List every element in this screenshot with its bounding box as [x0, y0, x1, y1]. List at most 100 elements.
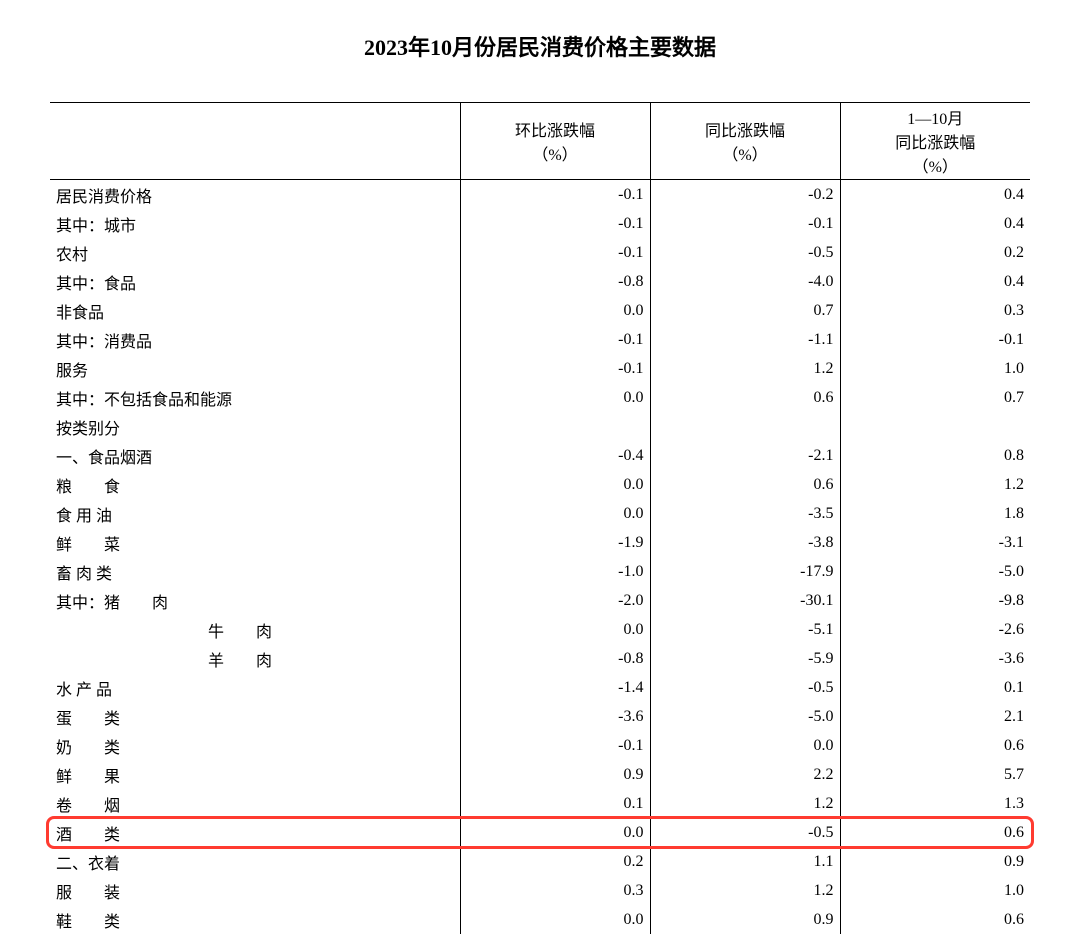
row-label: 食 用 油	[50, 499, 460, 528]
row-label: 其中：城市	[50, 209, 460, 238]
cell-ytd: 1.0	[840, 876, 1030, 905]
cell-yoy: -3.5	[650, 499, 840, 528]
table-row: 牛 肉0.0-5.1-2.6	[50, 615, 1030, 644]
row-label: 居民消费价格	[50, 180, 460, 210]
cell-yoy: -5.0	[650, 702, 840, 731]
row-label: 其中：不包括食品和能源	[50, 383, 460, 412]
table-row: 鲜 果0.92.25.7	[50, 760, 1030, 789]
row-label: 奶 类	[50, 731, 460, 760]
cell-mom: -0.8	[460, 267, 650, 296]
cell-mom	[460, 412, 650, 441]
cell-ytd: 0.6	[840, 818, 1030, 847]
cell-mom: -0.1	[460, 325, 650, 354]
cell-mom: 0.0	[460, 905, 650, 934]
cell-mom: 0.9	[460, 760, 650, 789]
row-label: 一、食品烟酒	[50, 441, 460, 470]
row-label: 按类别分	[50, 412, 460, 441]
cell-ytd: 0.7	[840, 383, 1030, 412]
table-body: 居民消费价格-0.1-0.20.4其中：城市-0.1-0.10.4农村-0.1-…	[50, 180, 1030, 934]
cell-mom: 0.0	[460, 383, 650, 412]
cell-mom: 0.2	[460, 847, 650, 876]
cell-ytd: 0.4	[840, 267, 1030, 296]
table-row: 二、衣着0.21.10.9	[50, 847, 1030, 876]
cell-ytd: -5.0	[840, 557, 1030, 586]
row-label: 水 产 品	[50, 673, 460, 702]
cell-yoy: 1.2	[650, 354, 840, 383]
row-label: 粮 食	[50, 470, 460, 499]
row-label: 酒 类	[50, 818, 460, 847]
cell-ytd: -2.6	[840, 615, 1030, 644]
row-label: 服务	[50, 354, 460, 383]
cell-mom: -1.4	[460, 673, 650, 702]
cell-ytd: 0.1	[840, 673, 1030, 702]
cell-mom: 0.0	[460, 818, 650, 847]
col-yoy: 同比涨跌幅 （%）	[650, 103, 840, 180]
table-row: 鞋 类0.00.90.6	[50, 905, 1030, 934]
table-row: 水 产 品-1.4-0.50.1	[50, 673, 1030, 702]
cell-ytd: 5.7	[840, 760, 1030, 789]
row-label: 卷 烟	[50, 789, 460, 818]
cell-yoy: -1.1	[650, 325, 840, 354]
table-row: 卷 烟0.11.21.3	[50, 789, 1030, 818]
cell-yoy: -5.1	[650, 615, 840, 644]
cell-ytd: 0.3	[840, 296, 1030, 325]
table-row: 畜 肉 类-1.0-17.9-5.0	[50, 557, 1030, 586]
table-row: 居民消费价格-0.1-0.20.4	[50, 180, 1030, 210]
cell-mom: 0.1	[460, 789, 650, 818]
col-category	[50, 103, 460, 180]
table-row: 其中：不包括食品和能源0.00.60.7	[50, 383, 1030, 412]
cell-yoy: 1.1	[650, 847, 840, 876]
cell-yoy: 0.6	[650, 383, 840, 412]
cell-ytd: 0.4	[840, 209, 1030, 238]
cpi-table: 环比涨跌幅 （%） 同比涨跌幅 （%） 1—10月 同比涨跌幅 （%） 居民消费…	[50, 102, 1030, 934]
cell-yoy: -0.5	[650, 673, 840, 702]
row-label: 非食品	[50, 296, 460, 325]
cell-mom: 0.0	[460, 470, 650, 499]
cell-ytd: 1.2	[840, 470, 1030, 499]
table-row: 奶 类-0.10.00.6	[50, 731, 1030, 760]
cell-mom: 0.0	[460, 499, 650, 528]
table-row: 食 用 油0.0-3.51.8	[50, 499, 1030, 528]
table-row: 非食品0.00.70.3	[50, 296, 1030, 325]
cell-ytd: -3.1	[840, 528, 1030, 557]
cell-mom: -1.0	[460, 557, 650, 586]
table-row: 服 装0.31.21.0	[50, 876, 1030, 905]
row-label: 二、衣着	[50, 847, 460, 876]
cell-mom: 0.0	[460, 615, 650, 644]
cell-yoy: -5.9	[650, 644, 840, 673]
cell-ytd: -9.8	[840, 586, 1030, 615]
row-label: 牛 肉	[50, 615, 460, 644]
row-label: 农村	[50, 238, 460, 267]
cell-ytd: 0.2	[840, 238, 1030, 267]
row-label: 鲜 果	[50, 760, 460, 789]
table-row: 其中：城市-0.1-0.10.4	[50, 209, 1030, 238]
col-ytd: 1—10月 同比涨跌幅 （%）	[840, 103, 1030, 180]
cell-ytd: 0.6	[840, 905, 1030, 934]
row-label: 其中：猪 肉	[50, 586, 460, 615]
cell-yoy: 0.9	[650, 905, 840, 934]
table-row: 其中：消费品-0.1-1.1-0.1	[50, 325, 1030, 354]
table-row: 服务-0.11.21.0	[50, 354, 1030, 383]
cell-yoy: -0.5	[650, 818, 840, 847]
row-label: 服 装	[50, 876, 460, 905]
table-row: 农村-0.1-0.50.2	[50, 238, 1030, 267]
table-row: 按类别分	[50, 412, 1030, 441]
cell-ytd: 1.0	[840, 354, 1030, 383]
cell-yoy: -30.1	[650, 586, 840, 615]
cell-yoy: -3.8	[650, 528, 840, 557]
table-row: 酒 类0.0-0.50.6	[50, 818, 1030, 847]
cell-mom: -1.9	[460, 528, 650, 557]
cell-yoy: 1.2	[650, 876, 840, 905]
cell-ytd	[840, 412, 1030, 441]
cell-ytd: 2.1	[840, 702, 1030, 731]
cell-mom: -3.6	[460, 702, 650, 731]
cell-ytd: 0.8	[840, 441, 1030, 470]
table-row: 其中：食品-0.8-4.00.4	[50, 267, 1030, 296]
table-row: 一、食品烟酒-0.4-2.10.8	[50, 441, 1030, 470]
row-label: 其中：食品	[50, 267, 460, 296]
cell-mom: -2.0	[460, 586, 650, 615]
cell-yoy: 1.2	[650, 789, 840, 818]
cell-yoy	[650, 412, 840, 441]
cell-ytd: 1.3	[840, 789, 1030, 818]
table-row: 蛋 类-3.6-5.02.1	[50, 702, 1030, 731]
